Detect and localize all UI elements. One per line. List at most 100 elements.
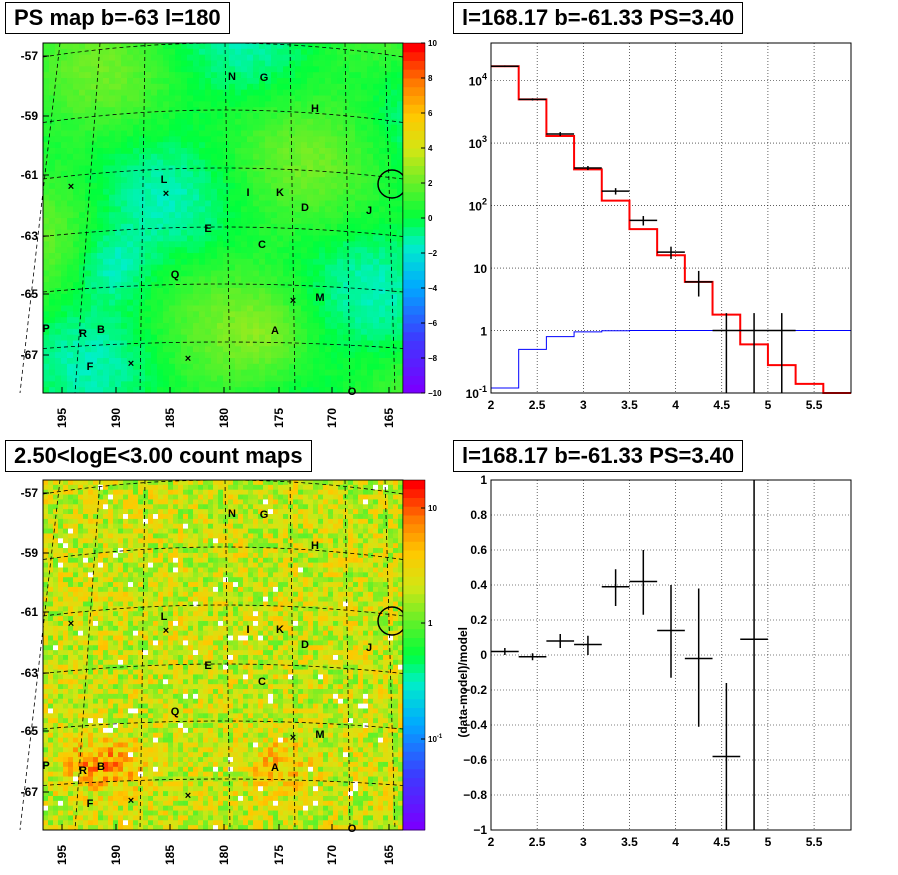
map-cell (115, 107, 122, 114)
map-cell (229, 48, 236, 56)
map-cell (325, 113, 332, 120)
map-cell (211, 358, 218, 365)
map-cell (319, 253, 326, 260)
map-cell (313, 543, 319, 549)
map-cell (145, 78, 152, 85)
map-cell (91, 363, 98, 371)
map-cell (133, 381, 140, 388)
map-cell (145, 130, 152, 137)
map-cell (355, 235, 362, 242)
map-cell (247, 101, 254, 108)
map-cell (109, 340, 116, 347)
map-cell (43, 165, 50, 172)
map-cell (223, 177, 230, 184)
map-cell (298, 509, 304, 515)
map-cell (211, 54, 218, 61)
map-cell (295, 328, 302, 336)
map-cell (217, 171, 224, 178)
map-cell (79, 352, 86, 359)
map-cell (148, 552, 154, 559)
map-cell (355, 43, 362, 50)
map-cell (343, 387, 350, 394)
map-cell (319, 276, 326, 283)
map-cell (307, 276, 314, 283)
map-cell (138, 494, 144, 500)
map-cell (163, 78, 170, 85)
map-cell (283, 177, 290, 184)
map-cell (295, 235, 302, 242)
map-cell (271, 177, 278, 184)
map-cell (223, 48, 230, 56)
map-cell (313, 381, 320, 388)
map-cell (361, 60, 368, 67)
map-cell (271, 113, 278, 120)
map-cell (313, 159, 320, 166)
map-cell (97, 270, 104, 277)
map-cell (109, 159, 116, 166)
map-cell (188, 499, 194, 505)
map-cell (127, 223, 134, 231)
map-cell (229, 194, 236, 201)
map-cell (273, 543, 279, 549)
map-cell (58, 489, 64, 495)
map-cell (247, 188, 254, 196)
map-cell (183, 489, 189, 495)
map-cell (115, 183, 122, 190)
map-cell (217, 130, 224, 137)
map-cell (55, 107, 62, 114)
map-cell (283, 194, 290, 201)
map-cell (391, 101, 398, 108)
map-cell (103, 60, 110, 67)
map-cell (145, 299, 152, 306)
map-cell (98, 518, 104, 525)
map-cell (313, 328, 320, 336)
map-cell (388, 480, 394, 486)
map-cell (109, 72, 116, 79)
map-cell (319, 206, 326, 213)
map-cell (175, 346, 182, 353)
map-cell (63, 504, 69, 510)
map-cell (289, 358, 296, 365)
map-cell (178, 518, 184, 525)
model-histogram (491, 65, 851, 394)
map-cell (199, 212, 206, 219)
map-cell (295, 107, 302, 114)
map-cell (103, 533, 109, 539)
map-cell (85, 375, 92, 382)
map-cell (43, 183, 50, 190)
map-cell (273, 518, 279, 525)
map-cell (397, 218, 404, 225)
map-cell (343, 247, 350, 254)
map-cell (355, 352, 362, 359)
map-cell (187, 311, 194, 318)
map-cell (48, 523, 54, 530)
map-cell (181, 83, 188, 91)
map-cell (283, 288, 290, 295)
map-cell (145, 328, 152, 336)
map-cell (343, 194, 350, 201)
map-cell (331, 346, 338, 353)
map-cell (78, 538, 84, 544)
map-cell (349, 293, 356, 301)
map-cell (325, 293, 332, 301)
map-cell (67, 177, 74, 184)
map-cell (173, 514, 179, 520)
map-cell (259, 89, 266, 96)
map-cell (121, 72, 128, 79)
map-cell (127, 363, 134, 371)
map-cell (253, 183, 260, 190)
map-cell (79, 72, 86, 79)
map-cell (367, 299, 374, 306)
map-cell (349, 148, 356, 155)
map-cell (343, 223, 350, 231)
map-cell (108, 518, 114, 525)
map-cell (205, 340, 212, 347)
map-cell (355, 305, 362, 312)
map-cell (157, 363, 164, 371)
x-tick-label: 2.5 (529, 398, 546, 412)
map-cell (385, 72, 392, 79)
map-cell (193, 183, 200, 190)
map-cell (223, 142, 230, 149)
map-cell (368, 528, 374, 534)
